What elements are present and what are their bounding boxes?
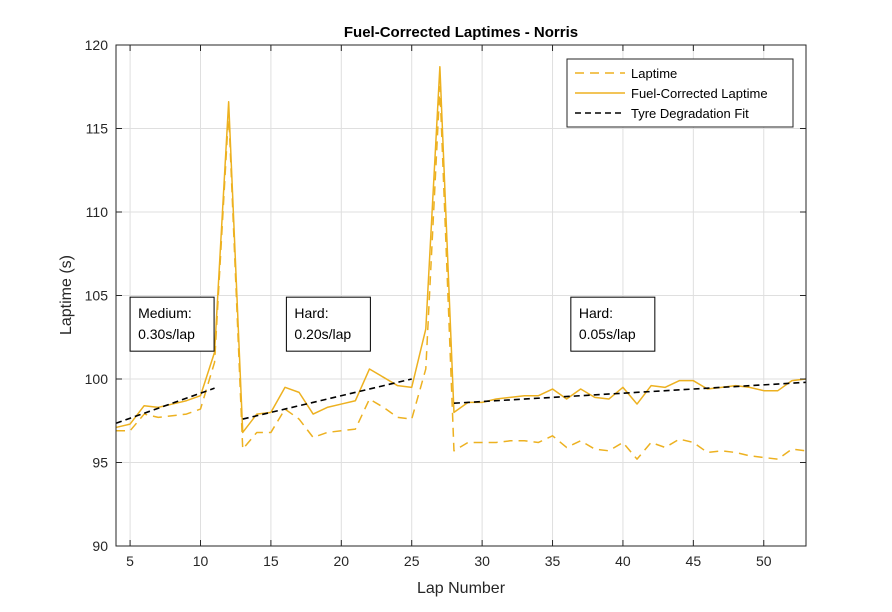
- x-tick-label: 50: [756, 553, 772, 569]
- annotation-text: 0.20s/lap: [294, 326, 351, 342]
- annotation-box: [570, 296, 656, 352]
- y-tick-label: 100: [85, 371, 109, 387]
- legend: Laptime Fuel-Corrected Laptime Tyre Degrad…: [566, 58, 794, 128]
- series-line-3: [115, 387, 215, 425]
- y-tick-label: 115: [86, 121, 109, 137]
- legend-label-1: Laptime: [631, 66, 677, 81]
- x-tick-label: 15: [263, 553, 279, 569]
- y-axis-title: Laptime (s): [58, 255, 75, 335]
- x-tick-label: 40: [615, 553, 631, 569]
- annotation-text: 0.30s/lap: [138, 326, 195, 342]
- annotation-box: [285, 296, 371, 352]
- annotation-text: Medium:: [138, 305, 192, 321]
- x-tick-label: 30: [474, 553, 490, 569]
- series-line-1: [116, 86, 807, 460]
- y-tick-label: 95: [92, 455, 108, 471]
- y-tick-label: 120: [85, 37, 109, 53]
- x-axis-title: Lap Number: [417, 580, 506, 597]
- x-tick-label: 20: [334, 553, 350, 569]
- x-tick-label: 45: [686, 553, 702, 569]
- legend-label-3: Tyre Degradation Fit: [631, 106, 749, 121]
- annotations: Medium: 0.30s/lap Hard: 0.20s/lap Hard: 0.05s…: [129, 296, 656, 352]
- axis-ticks: 5 10 15 20 25 30 35 40 45 50 90 95 100 105 110 115 120: [85, 37, 806, 569]
- annotation-text: 0.05s/lap: [579, 326, 636, 342]
- y-tick-label: 90: [92, 538, 108, 554]
- series-line-2: [115, 65, 807, 434]
- x-tick-label: 5: [126, 553, 134, 569]
- x-tick-label: 10: [193, 553, 209, 569]
- legend-label-2: Fuel-Corrected Laptime: [631, 86, 768, 101]
- annotation-text: Hard:: [294, 305, 328, 321]
- annotation-box: [129, 296, 215, 352]
- y-tick-label: 110: [86, 204, 109, 220]
- x-tick-label: 25: [404, 553, 420, 569]
- series-layer: [115, 65, 807, 460]
- x-tick-label: 35: [545, 553, 561, 569]
- series-line-3: [453, 381, 807, 405]
- annotation-text: Hard:: [579, 305, 613, 321]
- chart-title: Fuel-Corrected Laptimes - Norris: [344, 24, 578, 41]
- series-line-3: [242, 378, 412, 420]
- y-tick-label: 105: [85, 288, 109, 304]
